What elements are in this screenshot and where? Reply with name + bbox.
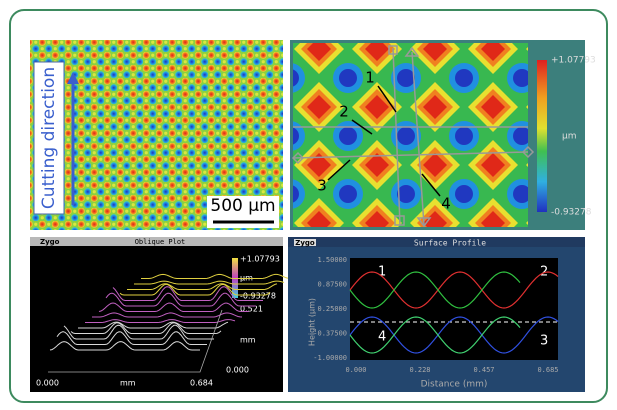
y-tick-label: 1.50000 [317,256,347,264]
logo: Zygo [40,238,60,246]
y-label: Height (µm) [308,298,317,346]
colorbar [537,60,547,212]
diamond-pattern [293,43,528,227]
panel-d: Zygo Surface Profile Height (µm) Distanc… [288,237,585,392]
panel-c: Zygo Oblique Plot +1.07793 µm -0.93278 0… [30,237,291,392]
y-min: 0.000 [226,366,249,375]
marker: 1 [365,69,375,87]
marker: 2 [339,103,349,121]
x-min: 0.000 [36,379,59,388]
colorbar-max: +1.07793 [240,255,280,264]
y-tick-label: -1.00000 [313,354,347,362]
y-tick-label: 0.25000 [317,305,347,313]
panel-b: 1 2 3 4 +1.07793 µm -0.93278 [290,40,596,230]
y-tick-label: -0.37500 [313,330,347,338]
x-label: Distance (mm) [421,380,488,390]
colorbar-min: -0.93278 [551,208,592,218]
curve-label: 4 [378,330,386,345]
figure: Cutting direction 500 µm 1 2 3 4 [0,0,617,410]
x-tick-label: 0.228 [409,366,430,374]
x-unit: mm [120,379,136,388]
marker: 3 [317,177,327,195]
y-unit: mm [240,336,256,345]
panel-a: Cutting direction 500 µm [30,40,283,230]
x-tick-label: 0.685 [537,366,558,374]
cutting-direction: Cutting direction [39,67,59,209]
panel-title: Surface Profile [414,239,486,248]
logo: Zygo [295,239,315,247]
colorbar-unit: µm [562,132,577,142]
x-tick-label: 0.000 [345,366,366,374]
colorbar-min: -0.93278 [240,292,276,301]
y-tick-label: 0.87500 [317,281,347,289]
curve-label: 3 [540,334,548,349]
panel-title: Oblique Plot [135,238,186,246]
marker: 4 [441,195,451,213]
scale-label: 500 µm [210,196,275,216]
x-tick-label: 0.457 [473,366,494,374]
x-max: 0.684 [190,379,213,388]
colorbar-max: +1.07793 [551,56,596,66]
